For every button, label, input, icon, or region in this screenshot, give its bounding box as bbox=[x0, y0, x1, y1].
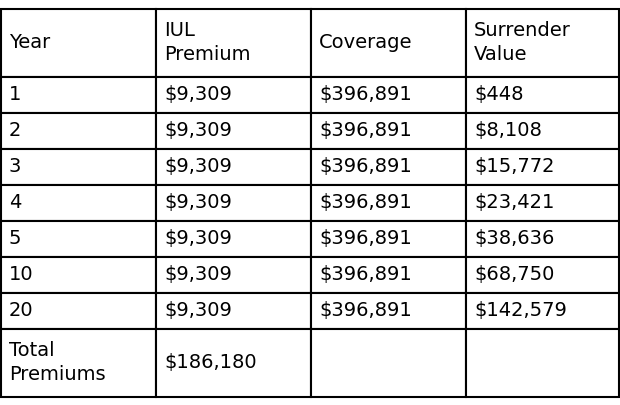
Bar bbox=[156, 113, 311, 149]
Bar bbox=[311, 292, 466, 328]
Text: $396,891: $396,891 bbox=[319, 301, 412, 320]
Text: 5: 5 bbox=[9, 229, 22, 248]
Text: 2: 2 bbox=[9, 121, 21, 140]
Text: $9,309: $9,309 bbox=[164, 157, 232, 176]
Text: $396,891: $396,891 bbox=[319, 157, 412, 176]
Bar bbox=[466, 149, 619, 185]
Bar bbox=[1, 328, 156, 396]
Bar bbox=[156, 328, 311, 396]
Text: $396,891: $396,891 bbox=[319, 265, 412, 284]
Bar bbox=[466, 77, 619, 113]
Text: 4: 4 bbox=[9, 193, 21, 212]
Bar bbox=[156, 185, 311, 220]
Text: 10: 10 bbox=[9, 265, 33, 284]
Text: $396,891: $396,891 bbox=[319, 121, 412, 140]
Bar bbox=[156, 149, 311, 185]
Bar bbox=[1, 77, 156, 113]
Text: $68,750: $68,750 bbox=[474, 265, 554, 284]
Bar bbox=[311, 185, 466, 220]
Bar bbox=[1, 149, 156, 185]
Text: 20: 20 bbox=[9, 301, 33, 320]
Text: Total
Premiums: Total Premiums bbox=[9, 341, 105, 384]
Bar bbox=[311, 220, 466, 256]
Text: $142,579: $142,579 bbox=[474, 301, 567, 320]
Bar bbox=[311, 328, 466, 396]
Text: $8,108: $8,108 bbox=[474, 121, 542, 140]
Bar bbox=[311, 77, 466, 113]
Bar bbox=[1, 185, 156, 220]
Text: $448: $448 bbox=[474, 85, 523, 104]
Bar bbox=[1, 220, 156, 256]
Bar bbox=[311, 113, 466, 149]
Text: $186,180: $186,180 bbox=[164, 353, 257, 372]
Bar bbox=[1, 9, 156, 77]
Bar bbox=[466, 328, 619, 396]
Text: Surrender
Value: Surrender Value bbox=[474, 21, 571, 64]
Bar bbox=[466, 185, 619, 220]
Bar bbox=[311, 149, 466, 185]
Text: $38,636: $38,636 bbox=[474, 229, 554, 248]
Bar bbox=[156, 256, 311, 292]
Bar bbox=[311, 9, 466, 77]
Text: $396,891: $396,891 bbox=[319, 85, 412, 104]
Text: $9,309: $9,309 bbox=[164, 193, 232, 212]
Bar bbox=[156, 220, 311, 256]
Text: $9,309: $9,309 bbox=[164, 301, 232, 320]
Text: IUL
Premium: IUL Premium bbox=[164, 21, 250, 64]
Bar bbox=[466, 292, 619, 328]
Text: Coverage: Coverage bbox=[319, 33, 412, 52]
Bar bbox=[466, 113, 619, 149]
Bar bbox=[1, 113, 156, 149]
Bar bbox=[156, 292, 311, 328]
Bar bbox=[156, 9, 311, 77]
Bar bbox=[1, 256, 156, 292]
Text: $9,309: $9,309 bbox=[164, 229, 232, 248]
Bar bbox=[466, 220, 619, 256]
Bar bbox=[156, 77, 311, 113]
Text: $15,772: $15,772 bbox=[474, 157, 554, 176]
Text: $396,891: $396,891 bbox=[319, 229, 412, 248]
Text: 3: 3 bbox=[9, 157, 21, 176]
Bar bbox=[1, 292, 156, 328]
Bar bbox=[311, 256, 466, 292]
Text: $9,309: $9,309 bbox=[164, 121, 232, 140]
Text: $23,421: $23,421 bbox=[474, 193, 554, 212]
Text: $9,309: $9,309 bbox=[164, 265, 232, 284]
Bar bbox=[466, 9, 619, 77]
Text: $396,891: $396,891 bbox=[319, 193, 412, 212]
Bar bbox=[466, 256, 619, 292]
Text: $9,309: $9,309 bbox=[164, 85, 232, 104]
Text: 1: 1 bbox=[9, 85, 21, 104]
Text: Year: Year bbox=[9, 33, 50, 52]
